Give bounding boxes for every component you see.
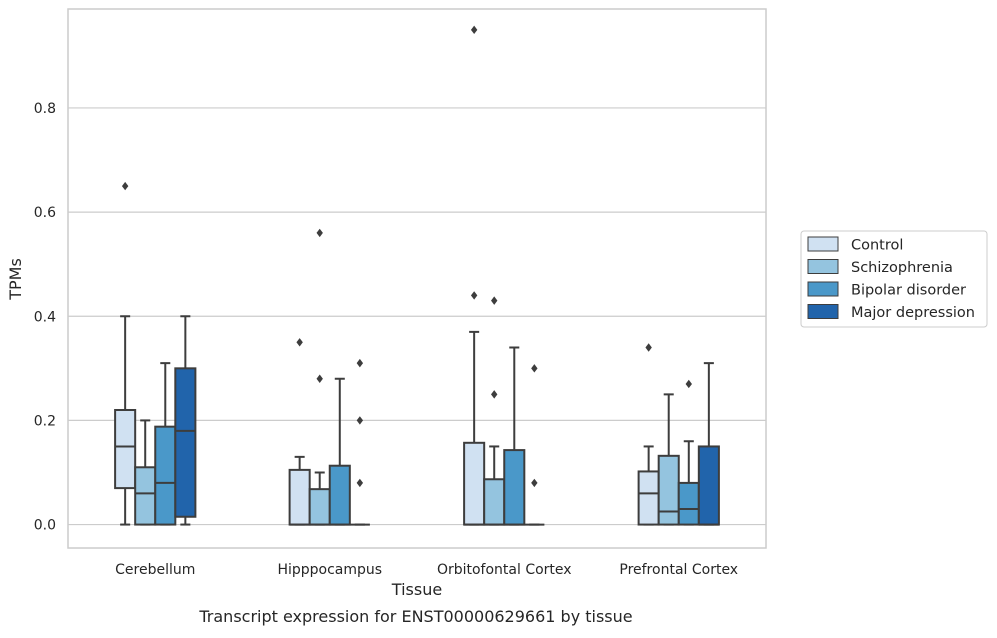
outlier-point (491, 390, 498, 399)
x-tick-labels: Cerebellum Hipppocampus Orbitofontal Corte… (115, 562, 738, 578)
y-tick-label: 0.8 (34, 101, 56, 117)
outlier-point (296, 338, 303, 347)
outlier-point (531, 478, 538, 488)
legend-label: Schizophrenia (851, 260, 953, 276)
outlier-point (470, 25, 478, 35)
box (308, 488, 331, 526)
box (637, 470, 660, 526)
legend-swatch (807, 281, 839, 297)
box (288, 468, 311, 526)
y-tick-label: 0.0 (34, 518, 56, 534)
outlier-point (531, 364, 538, 373)
outlier-point (491, 296, 498, 305)
figure-caption: Transcript expression for ENST0000062966… (198, 607, 632, 626)
plot-frame (67, 8, 767, 549)
box (697, 445, 720, 526)
box (483, 478, 506, 526)
box (328, 464, 351, 526)
outlier-point (121, 181, 129, 191)
series-bipolar-disorder (154, 346, 700, 526)
outlier-point (316, 374, 323, 383)
x-tick-label: Cerebellum (115, 562, 195, 578)
box (677, 481, 700, 526)
box (154, 425, 177, 526)
box (114, 408, 137, 490)
x-tick-label: Orbitofontal Cortex (437, 562, 572, 578)
legend-label: Major depression (851, 305, 975, 321)
x-tick-label: Hipppocampus (277, 562, 382, 578)
box (134, 466, 157, 526)
y-tick-label: 0.6 (34, 205, 56, 221)
y-tick-label: 0.2 (34, 413, 56, 429)
series-schizophrenia (134, 228, 680, 526)
outlier-point (470, 291, 478, 300)
box (657, 454, 680, 526)
y-axis-label: TPMs (6, 258, 25, 301)
box (463, 441, 486, 526)
legend-swatch (807, 304, 839, 319)
outlier-point (356, 416, 364, 425)
x-tick-label: Prefrontal Cortex (619, 562, 738, 578)
legend-label: Control (851, 238, 903, 254)
box-series (114, 25, 720, 526)
box (503, 449, 526, 526)
outlier-point (316, 228, 323, 238)
outlier-point (645, 343, 652, 352)
y-tick-label: 0.4 (34, 309, 56, 325)
outlier-point (356, 478, 364, 488)
legend: Control Schizophrenia Bipolar disorder Majo… (800, 230, 988, 328)
series-control (114, 25, 660, 526)
series-major-depression (174, 315, 720, 526)
legend-label: Bipolar disorder (851, 283, 966, 299)
outlier-point (685, 379, 692, 389)
box (174, 367, 197, 518)
legend-swatch (807, 236, 839, 252)
x-axis-label: Tissue (391, 580, 442, 599)
legend-swatch (807, 259, 839, 274)
y-tick-labels: 0.0 0.2 0.4 0.6 0.8 (34, 101, 56, 534)
legend-frame (800, 230, 988, 328)
outlier-point (356, 358, 364, 368)
